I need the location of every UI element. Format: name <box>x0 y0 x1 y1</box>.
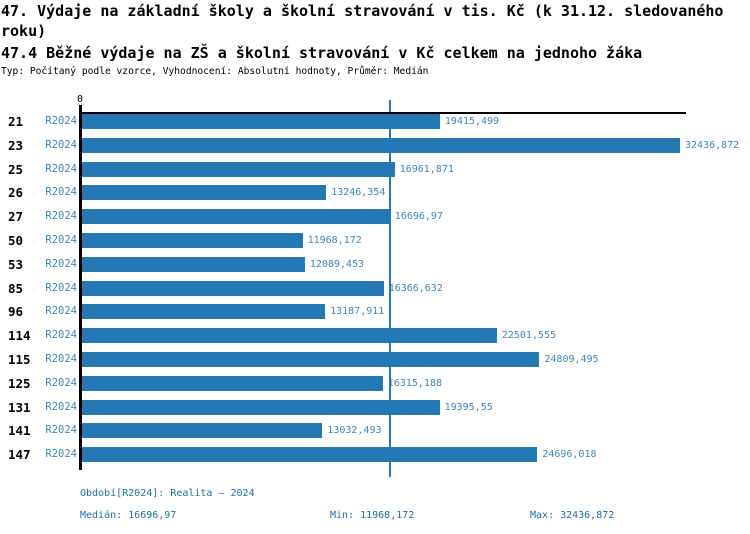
bar-value-label: 16315,188 <box>387 378 442 389</box>
row-category-label: 23 <box>8 138 24 153</box>
row-period-label: R2024 <box>45 353 77 365</box>
row-period-label: R2024 <box>45 115 77 127</box>
bar-value-label: 16696,97 <box>394 211 443 222</box>
row-period-label: R2024 <box>45 401 77 413</box>
bar <box>82 233 303 248</box>
row-period-label: R2024 <box>45 305 77 317</box>
bar <box>82 328 497 343</box>
bar <box>82 114 440 129</box>
row-category-label: 114 <box>8 328 31 343</box>
row-period-label: R2024 <box>45 163 77 175</box>
bar <box>82 352 540 367</box>
bar <box>82 423 323 438</box>
x-axis-zero-label: 0 <box>76 94 84 105</box>
bar-value-label: 13032,493 <box>327 425 382 436</box>
bar-value-label: 22501,555 <box>501 330 556 341</box>
bar <box>82 447 538 462</box>
row-period-label: R2024 <box>45 448 77 460</box>
bar <box>82 257 305 272</box>
x-axis-line <box>80 112 686 114</box>
footer-max-stat: Max: 32436,872 <box>530 510 615 521</box>
row-period-label: R2024 <box>45 377 77 389</box>
row-category-label: 131 <box>8 400 31 415</box>
row-category-label: 96 <box>8 304 24 319</box>
row-category-label: 115 <box>8 352 31 367</box>
row-period-label: R2024 <box>45 258 77 270</box>
chart-meta-line: Typ: Počítaný podle vzorce, Vyhodnocení:… <box>1 66 429 77</box>
report-title: 47. Výdaje na základní školy a školní st… <box>1 2 724 40</box>
footer-median-stat: Medián: 16696,97 <box>80 510 177 521</box>
bar-value-label: 24696,018 <box>542 449 597 460</box>
row-category-label: 26 <box>8 185 24 200</box>
bar <box>82 281 384 296</box>
row-category-label: 21 <box>8 114 24 129</box>
indicator-subtitle: 47.4 Běžné výdaje na ZŠ a školní stravov… <box>1 44 643 62</box>
row-period-label: R2024 <box>45 139 77 151</box>
bar-value-label: 13246,354 <box>331 187 386 198</box>
bar <box>82 185 327 200</box>
bar <box>82 376 383 391</box>
bar <box>82 138 680 153</box>
row-period-label: R2024 <box>45 424 77 436</box>
y-axis-line <box>79 105 82 470</box>
footer-period-label: Období[R2024]: Realita – 2024 <box>80 488 255 499</box>
row-period-label: R2024 <box>45 282 77 294</box>
bar-value-label: 12089,453 <box>309 259 365 270</box>
row-category-label: 147 <box>8 447 31 462</box>
row-category-label: 141 <box>8 423 31 438</box>
median-line <box>388 100 391 477</box>
row-period-label: R2024 <box>45 329 77 341</box>
bar-value-label: 13187,911 <box>330 306 385 317</box>
bar <box>82 304 326 319</box>
bar <box>82 400 440 415</box>
row-category-label: 25 <box>8 162 24 177</box>
bar-value-label: 11968,172 <box>307 235 362 246</box>
row-period-label: R2024 <box>45 186 77 198</box>
row-category-label: 50 <box>8 233 24 248</box>
bar-value-label: 24809,495 <box>544 354 599 365</box>
footer-min-stat: Min: 11968,172 <box>330 510 415 521</box>
bar <box>82 209 390 224</box>
bar-value-label: 16961,871 <box>399 164 454 175</box>
bar-value-label: 16366,632 <box>388 283 443 294</box>
bar-value-label: 19415,499 <box>444 116 500 127</box>
row-category-label: 125 <box>8 376 31 391</box>
row-period-label: R2024 <box>45 234 77 246</box>
bar-value-label: 32436,872 <box>685 140 740 151</box>
bar-value-label: 19395,55 <box>444 402 493 413</box>
bar <box>82 162 395 177</box>
row-category-label: 53 <box>8 257 24 272</box>
row-category-label: 85 <box>8 281 24 296</box>
row-period-label: R2024 <box>45 210 77 222</box>
row-category-label: 27 <box>8 209 24 224</box>
